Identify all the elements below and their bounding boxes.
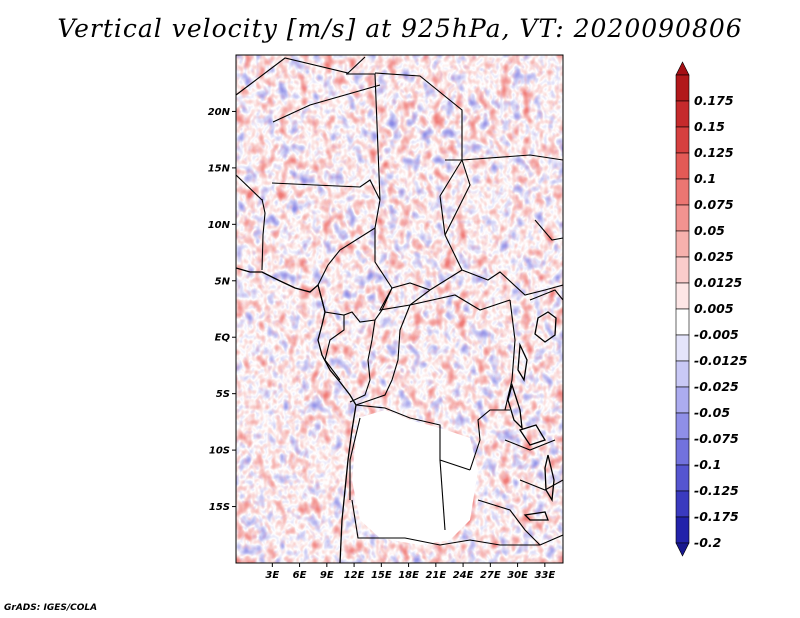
colorbar-label: -0.025 <box>694 379 739 394</box>
colorbar-label: -0.05 <box>694 405 730 420</box>
colorbar-label: 0.025 <box>694 249 734 264</box>
colorbar-swatch <box>675 308 690 336</box>
calm-region <box>352 410 478 545</box>
colorbar-swatch <box>675 360 690 388</box>
colorbar-swatch <box>675 464 690 492</box>
lon-tick-label: 21E <box>425 570 446 581</box>
colorbar-swatch <box>675 490 690 518</box>
colorbar-label: 0.0125 <box>694 275 743 290</box>
colorbar-label: 0.125 <box>694 145 734 160</box>
colorbar-swatch <box>675 334 690 362</box>
colorbar-swatch <box>675 386 690 414</box>
colorbar-max-arrow <box>675 61 690 76</box>
lat-tick-label: 10N <box>208 220 231 231</box>
colorbar-min-arrow <box>675 542 690 557</box>
lon-tick-label: 18E <box>398 570 419 581</box>
longitude-axis: 3E 6E 9E 12E 15E 18E 21E 24E 27E 30E 33E <box>265 563 555 581</box>
colorbar-swatch <box>675 516 690 544</box>
colorbar-swatch <box>675 412 690 440</box>
lat-tick-label: 15S <box>209 502 230 513</box>
colorbar-label: -0.175 <box>694 509 739 524</box>
lat-tick-label: 5S <box>216 389 230 400</box>
colorbar-swatch <box>675 74 690 102</box>
colorbar-swatch <box>675 282 690 310</box>
lat-tick-label: 5N <box>215 276 231 287</box>
lon-tick-label: 30E <box>507 570 528 581</box>
latitude-axis: 20N 15N 10N 5N EQ 5S 10S 15S <box>208 107 236 513</box>
colorbar-swatch <box>675 438 690 466</box>
colorbar-label: 0.175 <box>694 93 734 108</box>
colorbar-label: 0.1 <box>694 171 716 186</box>
colorbar-label: 0.075 <box>694 197 734 212</box>
colorbar-label: 0.005 <box>694 301 734 316</box>
lat-tick-label: EQ <box>215 333 231 344</box>
grads-credit: GrADS: IGES/COLA <box>4 603 98 613</box>
colorbar-label: -0.0125 <box>694 353 748 368</box>
lon-tick-label: 9E <box>320 570 334 581</box>
lon-tick-label: 27E <box>480 570 501 581</box>
colorbar-label: 0.05 <box>694 223 725 238</box>
colorbar-label: -0.005 <box>694 327 739 342</box>
colorbar-swatch <box>675 100 690 128</box>
lat-tick-label: 10S <box>209 446 230 457</box>
lon-tick-label: 12E <box>344 570 365 581</box>
lon-tick-label: 6E <box>293 570 307 581</box>
lon-tick-label: 24E <box>453 570 474 581</box>
colorbar-label: 0.15 <box>694 119 725 134</box>
lon-tick-label: 3E <box>265 570 279 581</box>
colorbar-swatch <box>675 152 690 180</box>
colorbar-swatch <box>675 204 690 232</box>
colorbar-label: -0.075 <box>694 431 739 446</box>
colorbar-swatch <box>675 178 690 206</box>
map-title: Vertical velocity [m/s] at 925hPa, VT: 2… <box>57 14 743 43</box>
lon-tick-label: 15E <box>371 570 392 581</box>
country-borders <box>236 56 563 546</box>
coastline <box>236 267 357 563</box>
colorbar: 0.175 0.15 0.125 0.1 0.075 0.05 0.025 0.0125 0.0… <box>675 61 748 557</box>
colorbar-label: -0.2 <box>694 535 721 550</box>
velocity-field <box>236 55 563 563</box>
lat-tick-label: 20N <box>208 107 231 118</box>
lat-tick-label: 15N <box>208 163 231 174</box>
colorbar-swatch <box>675 126 690 154</box>
colorbar-label: -0.125 <box>694 483 739 498</box>
lakes <box>507 311 557 521</box>
colorbar-swatch <box>675 256 690 284</box>
map-frame <box>235 54 564 564</box>
colorbar-label: -0.1 <box>694 457 721 472</box>
lon-tick-label: 33E <box>534 570 555 581</box>
colorbar-swatch <box>675 230 690 258</box>
